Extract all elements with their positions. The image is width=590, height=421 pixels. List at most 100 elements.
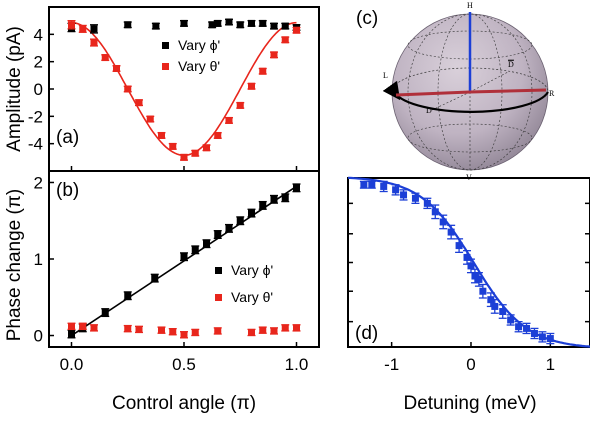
sphere-label-dbar: D (508, 60, 514, 69)
data-point (491, 302, 499, 310)
sphere-axis-dbar (469, 71, 509, 93)
data-point (281, 36, 289, 44)
data-point (368, 181, 376, 189)
y-tick-label: 1 (34, 250, 43, 269)
y-tick-label: 0 (34, 80, 43, 99)
data-point (515, 323, 523, 331)
y-tick-label: -4 (28, 135, 43, 154)
panel-c-sphere: (c) H V L R D D (356, 1, 555, 182)
data-point (530, 329, 538, 337)
data-point (146, 115, 154, 123)
panel-b-label: (b) (56, 180, 79, 201)
data-point (479, 287, 487, 295)
data-point (392, 186, 400, 194)
data-point (259, 326, 267, 334)
y-tick-label: 2 (34, 53, 43, 72)
data-point (270, 195, 278, 203)
data-point (248, 209, 255, 217)
data-point (68, 330, 75, 338)
data-point (135, 325, 143, 333)
sphere-vector-r (469, 88, 547, 94)
panel-b-phase: 0 1 2 0.0 0.5 1.0 (b) Vary ϕ' Vary θ' Phase c… (4, 170, 320, 414)
data-point (248, 328, 255, 336)
data-point (281, 194, 289, 202)
data-point (270, 327, 278, 335)
data-point (293, 184, 300, 192)
data-point (68, 322, 75, 330)
data-point (471, 272, 479, 280)
data-point (411, 194, 419, 202)
x-tick-label: 0.0 (60, 355, 84, 374)
panel-b-ylabel: Phase change (π) (4, 189, 25, 342)
data-point (101, 54, 109, 62)
data-point (400, 191, 408, 199)
data-point (124, 325, 132, 333)
data-point (113, 65, 120, 72)
data-point (152, 22, 160, 30)
data-point (236, 217, 244, 225)
data-point (225, 116, 233, 124)
x-tick-label: 0.5 (172, 355, 196, 374)
data-point (169, 328, 177, 336)
data-point (281, 324, 289, 332)
panel-a-legend: Vary ϕ' Vary θ' (162, 37, 220, 74)
fit-curve (347, 176, 590, 348)
sphere-label-h: H (467, 1, 473, 10)
data-point (90, 25, 98, 33)
data-point (101, 309, 109, 317)
data-point (463, 253, 471, 261)
legend-label-phi: Vary ϕ' (178, 37, 220, 53)
data-point (293, 324, 300, 332)
data-point (180, 331, 188, 339)
panel-b-xlabel: Control angle (π) (112, 393, 256, 414)
panel-b-legend: Vary ϕ' Vary θ' (215, 262, 273, 305)
panel-b-data (67, 183, 301, 339)
data-point (447, 228, 455, 236)
data-point (214, 231, 222, 239)
data-point (360, 181, 368, 189)
data-point (281, 22, 289, 30)
data-point (236, 21, 244, 29)
panel-d-fit-curve (347, 176, 590, 348)
data-point (259, 67, 267, 75)
data-point (225, 224, 233, 232)
data-point (169, 142, 177, 150)
panel-d-label: (d) (355, 323, 378, 344)
y-tick-label: 0 (34, 327, 43, 346)
data-point (439, 218, 447, 226)
data-point (208, 21, 216, 29)
legend-label-phi-b: Vary ϕ' (231, 262, 273, 278)
data-point (214, 19, 222, 27)
y-tick-label: 2 (34, 173, 43, 192)
data-point (259, 201, 267, 209)
data-point (225, 18, 233, 26)
data-point (214, 131, 222, 139)
data-point (180, 153, 188, 161)
data-point (248, 82, 255, 90)
data-point (158, 131, 165, 139)
data-point (151, 274, 159, 282)
x-tick-label: -1 (384, 355, 399, 374)
x-tick-label: 0 (466, 355, 475, 374)
legend-label-theta-b: Vary θ' (231, 289, 273, 305)
panel-a-label: (a) (56, 127, 79, 148)
x-tick-label: 1 (546, 355, 555, 374)
data-point (499, 308, 507, 316)
panel-d-detuning: -1 0 1 (d) Detuning (meV) (347, 176, 590, 414)
data-point (270, 51, 278, 59)
data-point (180, 253, 188, 261)
data-point (455, 242, 463, 250)
data-point (546, 335, 554, 343)
data-point (90, 324, 98, 332)
data-point (248, 19, 255, 27)
sphere-equator-front-arrow (382, 80, 549, 113)
sphere-label-l: L (383, 71, 388, 80)
data-point (79, 322, 87, 330)
data-point (203, 144, 210, 152)
data-point (68, 21, 75, 29)
data-point (538, 333, 546, 341)
x-tick-label: 1.0 (285, 355, 309, 374)
data-point (158, 326, 165, 334)
data-point (124, 21, 132, 29)
panel-d-ticks: -1 0 1 (348, 202, 590, 374)
